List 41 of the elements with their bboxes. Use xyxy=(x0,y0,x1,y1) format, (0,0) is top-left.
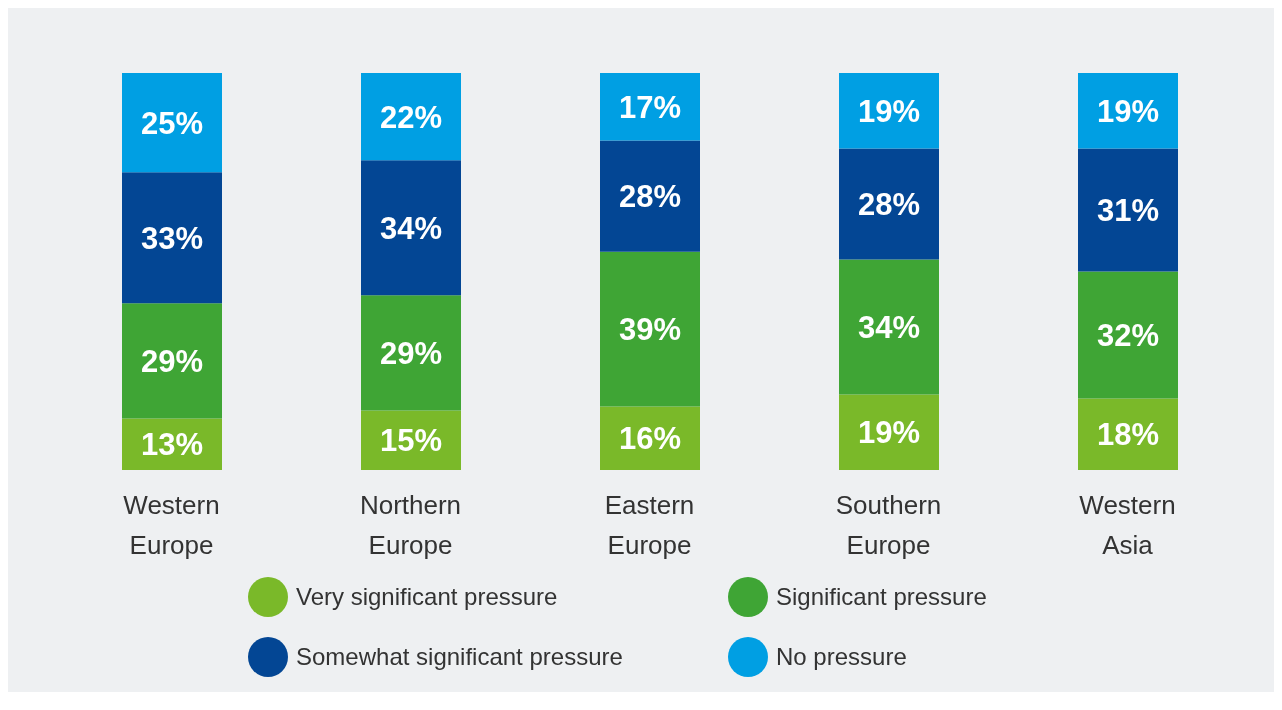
legend-label: Very significant pressure xyxy=(296,583,558,611)
data-label: 19% xyxy=(857,415,921,451)
data-label: 28% xyxy=(857,187,921,223)
data-label: 25% xyxy=(140,105,204,141)
legend-label: Significant pressure xyxy=(776,583,987,611)
legend-label: Somewhat significant pressure xyxy=(296,643,623,671)
data-label: 19% xyxy=(857,93,921,129)
bar xyxy=(122,172,222,304)
data-label: 39% xyxy=(618,312,682,348)
x-tick-label: Northern Europe xyxy=(359,490,462,560)
data-label: 28% xyxy=(618,179,682,215)
bar xyxy=(600,140,700,252)
x-tick-label: Southern Europe xyxy=(835,490,942,560)
x-tick-label: Western Europe xyxy=(123,490,220,560)
bar xyxy=(600,251,700,407)
bar xyxy=(361,73,461,161)
data-label: 33% xyxy=(140,220,204,256)
bar xyxy=(122,303,222,419)
data-label: 17% xyxy=(618,89,682,125)
bar xyxy=(839,148,939,260)
bar xyxy=(1078,271,1178,399)
x-tick-label: Western Asia xyxy=(1079,490,1176,560)
bar xyxy=(1078,148,1178,272)
data-label: 18% xyxy=(1096,417,1160,453)
bar xyxy=(839,259,939,395)
bar xyxy=(361,160,461,296)
data-label: 29% xyxy=(140,343,204,379)
data-label: 19% xyxy=(1096,93,1160,129)
data-label: 29% xyxy=(379,335,443,371)
data-label: 22% xyxy=(379,99,443,135)
data-label: 31% xyxy=(1096,192,1160,228)
data-label: 15% xyxy=(379,423,443,459)
data-label: 13% xyxy=(140,427,204,463)
data-label: 32% xyxy=(1096,318,1160,354)
bar xyxy=(361,295,461,411)
legend-label: No pressure xyxy=(776,643,907,671)
data-label: 16% xyxy=(618,421,682,457)
data-label: 34% xyxy=(857,310,921,346)
data-label: 34% xyxy=(379,210,443,246)
x-tick-label: Eastern Europe xyxy=(604,490,695,560)
bar xyxy=(122,73,222,173)
